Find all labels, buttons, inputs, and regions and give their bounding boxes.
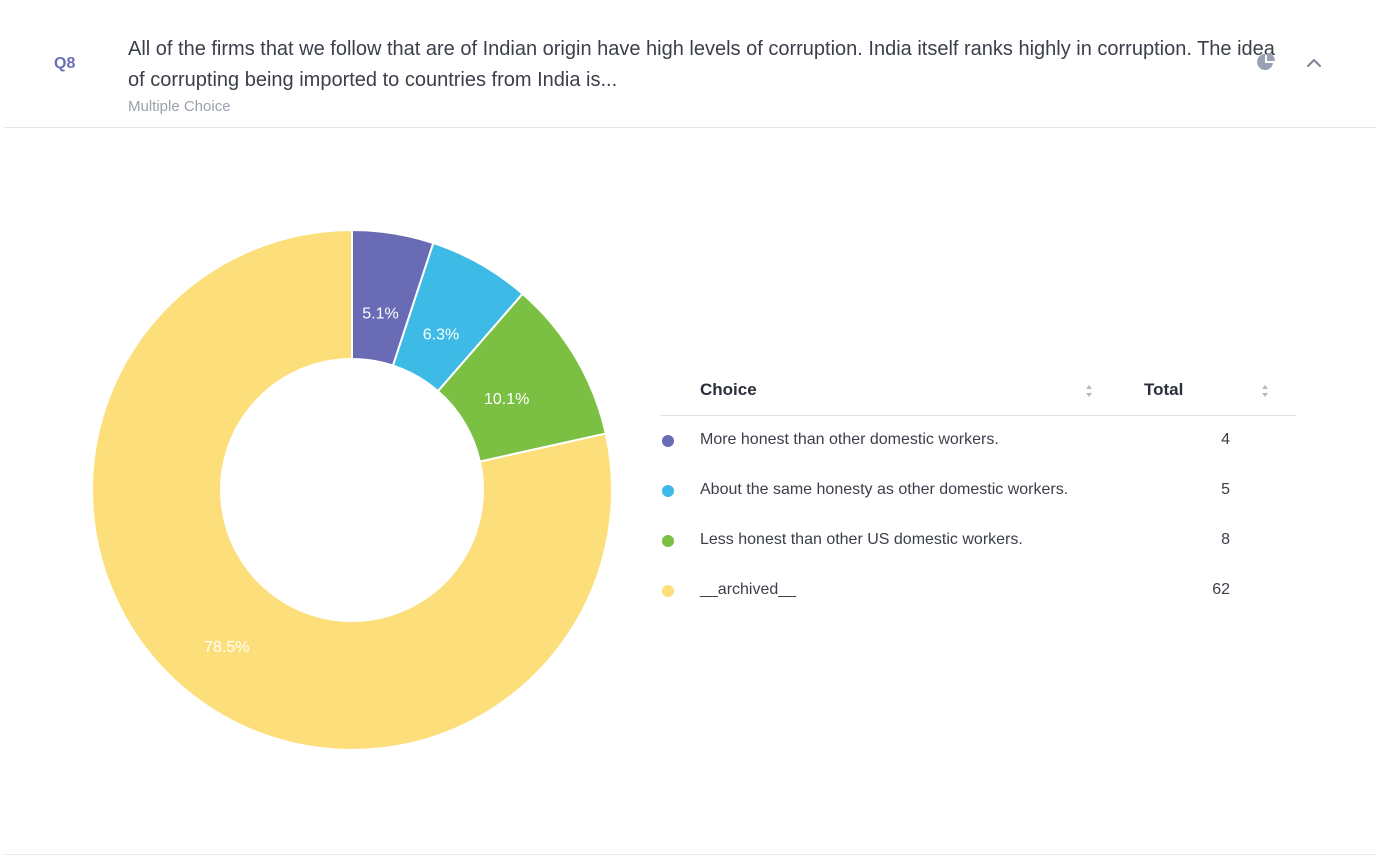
total-column-header[interactable]: Total (1144, 380, 1184, 399)
legend-total-value: 62 (1212, 581, 1230, 598)
slice-percent-label: 78.5% (204, 639, 249, 656)
legend-dot-icon (662, 585, 674, 597)
sort-choice-icon[interactable] (1085, 384, 1093, 398)
slice-percent-label: 10.1% (484, 391, 529, 408)
question-header: Q8 All of the firms that we follow that … (4, 0, 1376, 128)
slice-percent-label: 6.3% (423, 327, 459, 344)
legend-header: Choice Total (660, 365, 1296, 416)
legend-row: __archived__ 62 (660, 566, 1296, 616)
question-type: Multiple Choice (128, 98, 231, 115)
legend-total-value: 8 (1221, 531, 1230, 548)
legend-choice-label: More honest than other domestic workers. (700, 431, 999, 448)
sort-total-icon[interactable] (1261, 384, 1269, 398)
slice-percent-label: 5.1% (362, 305, 398, 322)
legend-total-value: 5 (1221, 481, 1230, 498)
donut-chart: 5.1% 6.3% 10.1% 78.5% (91, 228, 613, 751)
legend-dot-icon (662, 485, 674, 497)
legend-choice-label: __archived__ (700, 581, 797, 598)
chevron-up-icon[interactable] (1304, 54, 1324, 72)
legend-row: More honest than other domestic workers.… (660, 416, 1296, 466)
question-number: Q8 (54, 55, 76, 72)
legend-choice-label: About the same honesty as other domestic… (700, 481, 1069, 498)
question-text: All of the firms that we follow that are… (128, 38, 1275, 91)
legend-row: Less honest than other US domestic worke… (660, 516, 1296, 566)
question-card: Q8 All of the firms that we follow that … (4, 0, 1376, 855)
legend-dot-icon (662, 435, 674, 447)
legend-dot-icon (662, 535, 674, 547)
donut-slice[interactable] (91, 228, 613, 751)
choice-column-header[interactable]: Choice (700, 380, 757, 399)
pie-chart-icon[interactable] (1256, 52, 1276, 72)
legend-choice-label: Less honest than other US domestic worke… (700, 531, 1023, 548)
legend-row: About the same honesty as other domestic… (660, 466, 1296, 516)
legend-total-value: 4 (1221, 431, 1230, 448)
legend-table: Choice Total More honest than other dome… (660, 365, 1296, 616)
